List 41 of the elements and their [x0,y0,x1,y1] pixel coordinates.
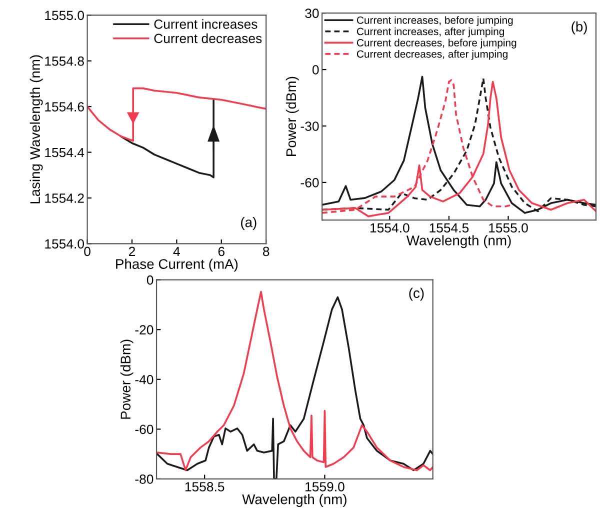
y-tick-label: -60 [300,178,319,188]
legend-label: Current increases, after jumping [356,28,504,38]
y-axis-title: Power (dBm) [120,340,134,419]
y-tick-label: 1555.0 [45,10,84,20]
y-tick-label: 1554.8 [45,56,84,66]
annotation: (b) [572,21,587,34]
y-tick-label: 1554.0 [45,239,84,249]
x-axis-title: Phase Current (mA) [116,258,238,272]
y-tick-label: -40 [135,374,154,384]
y-tick-label: 30 [305,8,319,18]
legend-label: Current decreases [154,33,262,44]
y-tick-label: -60 [135,424,154,434]
x-tick-label: 8 [262,246,270,256]
legend-label: Current increases, before jumping [356,16,513,26]
x-tick-label: 1555.0 [489,223,528,233]
legend-label: Current increases [154,19,258,29]
legend-label: Current decreases, before jumping [356,38,516,48]
annotation: (c) [409,288,424,301]
y-tick-label: -30 [300,122,319,131]
x-tick-label: 4 [173,246,180,256]
x-tick-label: 1559.0 [306,482,344,492]
x-axis-title: Wavelength (nm) [406,235,511,248]
y-tick-label: 1554.6 [45,102,84,112]
y-axis-title: Power (dBm) [286,76,299,156]
y-tick-label: -20 [135,325,154,335]
x-tick-label: 1558.5 [185,482,224,492]
annotation: (a) [241,217,256,230]
y-tick-label: 0 [146,275,154,285]
x-tick-label: 2 [128,246,135,256]
x-tick-label: 1554.5 [430,223,469,233]
line-series [87,87,266,142]
x-axis-title: Wavelength (nm) [242,494,346,507]
x-tick-label: 1554.0 [370,223,410,233]
legend-label: Current decreases, after jumping [356,50,508,60]
y-tick-label: 1554.4 [45,148,84,158]
y-axis-title: Lasing Wavelength (nm) [30,55,43,204]
y-tick-label: 0 [312,65,319,74]
y-tick-label: 1554.2 [45,194,84,203]
y-tick-label: -80 [135,474,154,484]
x-tick-label: 6 [218,246,224,256]
x-tick-label: 0 [84,246,90,256]
